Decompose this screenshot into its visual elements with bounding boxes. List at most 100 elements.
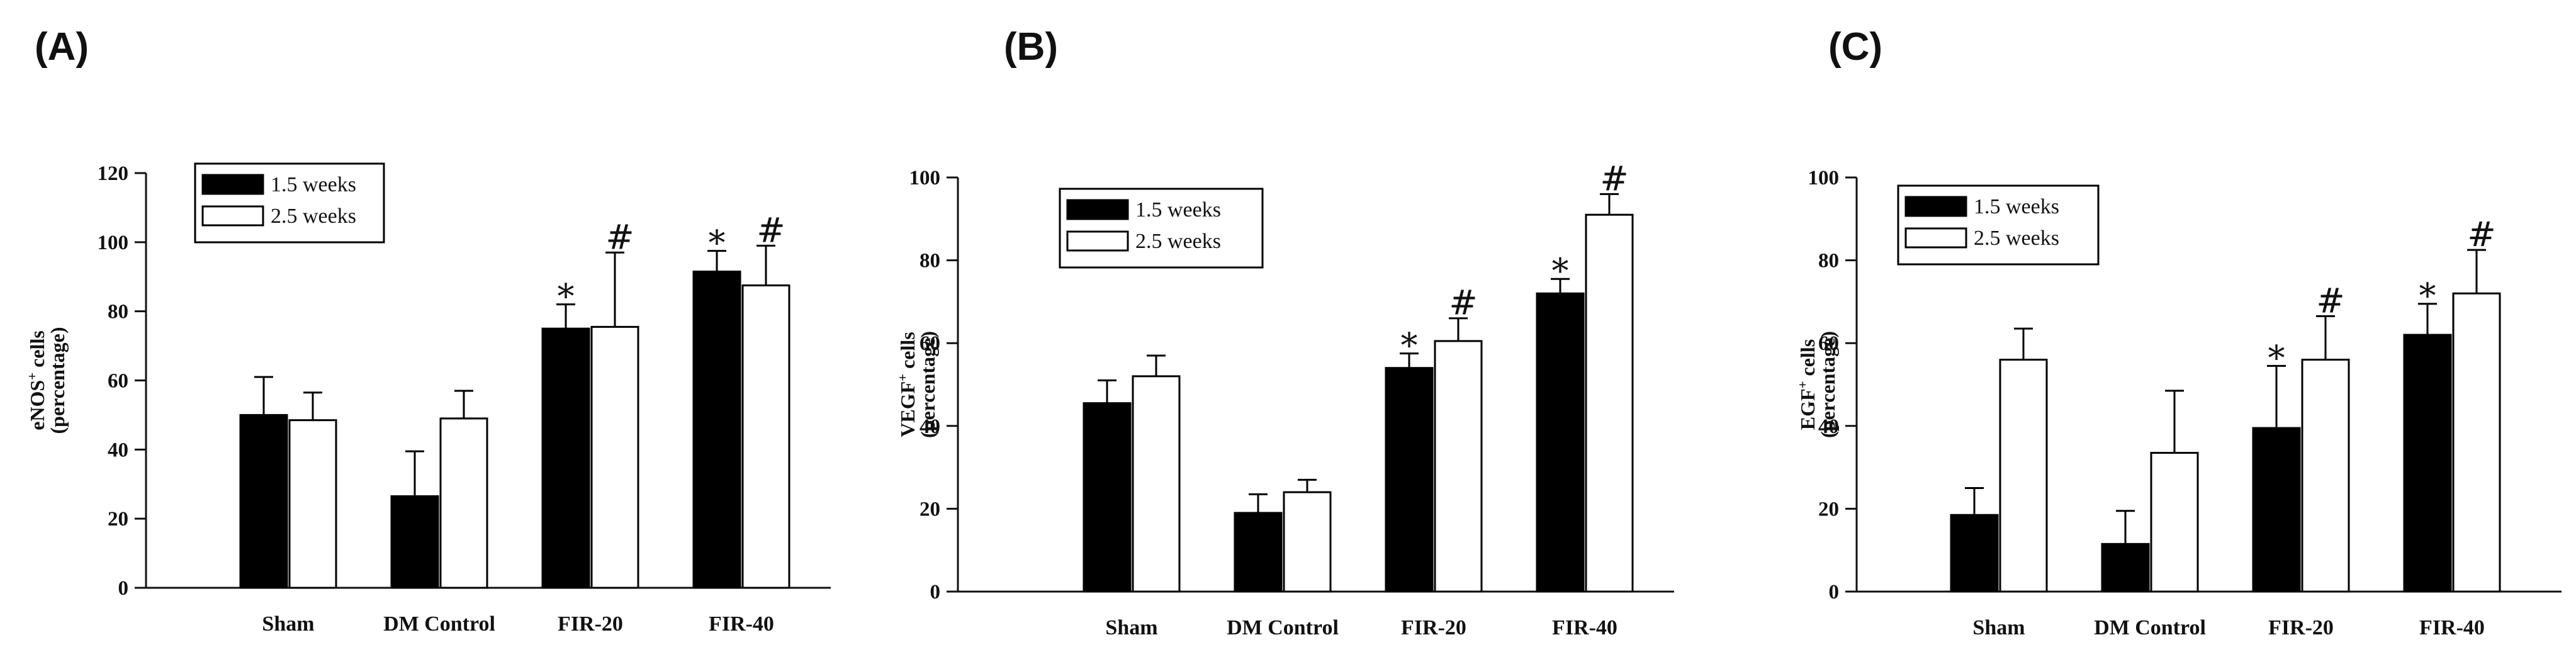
legend-label: 2.5 weeks xyxy=(1135,230,1221,253)
y-axis-label-main: VEGF xyxy=(896,381,919,437)
category-label: FIR-20 xyxy=(2268,616,2334,639)
bar-week1-5 xyxy=(2252,427,2301,593)
bar-week2-5 xyxy=(2301,359,2350,593)
y-axis-label-line1: VEGF+ cells xyxy=(895,332,919,437)
y-tick-label: 80 xyxy=(1818,250,1839,273)
y-axis-label-line2: (percentage) xyxy=(46,327,69,434)
bar-week1-5 xyxy=(390,495,439,589)
y-axis-label-superscript: + xyxy=(1795,381,1810,388)
bar-week2-5 xyxy=(1999,359,2048,593)
y-axis-label-main: eNOS xyxy=(26,380,48,430)
bar-week1-5 xyxy=(1385,367,1434,593)
y-tick-label: 80 xyxy=(108,301,128,323)
y-tick-label: 100 xyxy=(1808,167,1840,189)
significance-hash: # xyxy=(2467,215,2495,254)
y-tick-label: 40 xyxy=(108,439,128,461)
legend-label: 1.5 weeks xyxy=(1135,198,1221,222)
bar-week1-5 xyxy=(2101,542,2150,593)
category-label: DM Control xyxy=(383,612,495,636)
category-label: FIR-40 xyxy=(2419,616,2485,639)
y-tick-label: 20 xyxy=(1818,498,1839,520)
bar-week1-5 xyxy=(1083,402,1132,593)
bar-week1-5 xyxy=(1950,514,1999,593)
legend-label: 2.5 weeks xyxy=(271,205,356,228)
y-axis-label-line2: (percentage) xyxy=(1816,331,1839,438)
y-tick-label: 120 xyxy=(98,162,129,185)
significance-asterisk: * xyxy=(1401,326,1418,366)
panel-letter: (B) xyxy=(1004,25,1058,69)
bar-week2-5 xyxy=(590,325,639,589)
significance-asterisk: * xyxy=(709,223,726,263)
category-label: FIR-20 xyxy=(1401,616,1466,639)
legend-label: 2.5 weeks xyxy=(1974,227,2059,250)
legend-swatch xyxy=(1904,196,1967,217)
y-axis-label-line2: (percentage) xyxy=(916,331,939,438)
legend-label: 1.5 weeks xyxy=(271,173,356,196)
y-tick-label: 60 xyxy=(920,332,940,355)
bar-week1-5 xyxy=(1536,292,1585,593)
bar-week2-5 xyxy=(741,284,790,589)
category-label: DM Control xyxy=(1227,616,1339,639)
y-tick-label: 0 xyxy=(1829,581,1840,604)
y-tick-label: 80 xyxy=(920,250,940,273)
y-axis-label-line1: eNOS+ cells xyxy=(25,330,48,430)
legend-swatch xyxy=(1904,227,1967,249)
category-label: DM Control xyxy=(2094,616,2206,639)
significance-asterisk: * xyxy=(558,277,575,317)
y-axis-label-superscript: + xyxy=(895,374,910,381)
bar-week1-5 xyxy=(1234,512,1283,593)
significance-hash: # xyxy=(756,210,785,250)
category-label: FIR-40 xyxy=(709,612,774,636)
bar-week2-5 xyxy=(1434,340,1483,593)
chart-panel-0: (A) 0 20 40 60 80 100 120 eNOS+ cells(percentage… xyxy=(25,25,831,636)
legend-swatch xyxy=(1066,199,1129,220)
significance-hash: # xyxy=(605,217,634,257)
y-tick-label: 60 xyxy=(108,370,128,393)
bar-week2-5 xyxy=(2452,292,2501,593)
legend-swatch xyxy=(201,205,264,227)
legend-swatch xyxy=(1066,230,1129,252)
significance-hash: # xyxy=(2316,281,2344,320)
category-label: FIR-20 xyxy=(558,612,623,636)
y-axis-label-tail: cells xyxy=(896,332,919,374)
significance-asterisk: * xyxy=(2419,276,2436,316)
bar-week1-5 xyxy=(692,271,741,589)
y-tick-label: 100 xyxy=(98,232,129,254)
legend-label: 1.5 weeks xyxy=(1974,195,2059,218)
y-axis-label-main: EGF xyxy=(1796,388,1819,430)
bar-week2-5 xyxy=(288,419,337,589)
y-axis-label-line1: EGF+ cells xyxy=(1795,339,1819,430)
bar-week1-5 xyxy=(239,413,288,589)
y-tick-label: 60 xyxy=(1818,332,1839,355)
category-label: Sham xyxy=(1972,616,2025,639)
y-tick-label: 40 xyxy=(920,415,940,438)
chart-panel-1: (B) 0 20 40 60 80 100 VEGF+ cells(percentage) Sh… xyxy=(895,25,1674,639)
y-axis-label-tail: cells xyxy=(26,330,48,373)
y-tick-label: 0 xyxy=(930,581,941,604)
bar-week2-5 xyxy=(1132,375,1181,593)
y-axis-label-tail: cells xyxy=(1796,339,1819,381)
category-label: Sham xyxy=(1105,616,1157,639)
y-tick-label: 20 xyxy=(920,498,940,520)
y-tick-label: 20 xyxy=(108,508,128,531)
bar-week2-5 xyxy=(1283,491,1332,593)
significance-hash: # xyxy=(1449,283,1477,323)
significance-hash: # xyxy=(1600,159,1628,198)
category-label: Sham xyxy=(262,612,314,636)
bar-week1-5 xyxy=(2403,334,2452,593)
panel-letter: (C) xyxy=(1828,25,1882,69)
y-tick-label: 0 xyxy=(118,577,129,600)
bar-week1-5 xyxy=(541,327,590,589)
y-tick-label: 40 xyxy=(1818,415,1839,438)
significance-asterisk: * xyxy=(2268,338,2285,378)
significance-asterisk: * xyxy=(1552,251,1569,291)
y-axis-label-superscript: + xyxy=(25,373,40,380)
bar-week2-5 xyxy=(2150,452,2199,593)
y-tick-label: 100 xyxy=(909,167,941,189)
chart-panel-2: (C) 0 20 40 60 80 100 EGF+ cells(percentage) Sha… xyxy=(1795,25,2562,639)
bar-week2-5 xyxy=(1585,213,1634,593)
panel-letter: (A) xyxy=(35,25,89,69)
bar-week2-5 xyxy=(439,417,488,589)
legend-swatch xyxy=(201,174,264,195)
